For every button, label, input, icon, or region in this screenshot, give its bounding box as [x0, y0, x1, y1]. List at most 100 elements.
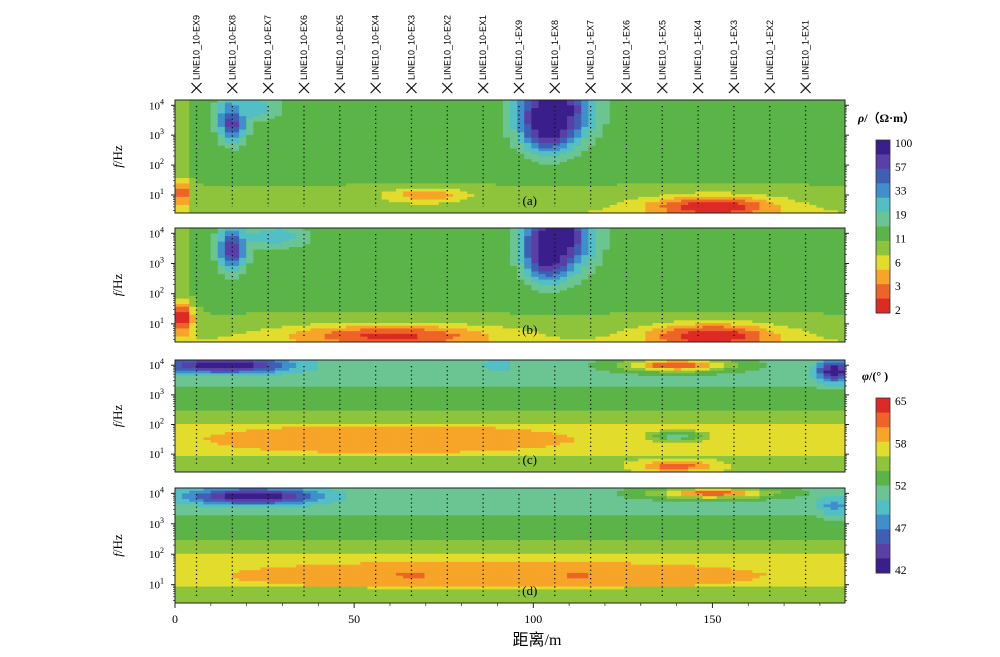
colorbar-tick-label: 2 [895, 305, 901, 317]
station-label: LINE10_10-EX1 [478, 15, 488, 80]
colorbar-swatch [876, 500, 890, 515]
colorbar-tick-label: 100 [895, 138, 913, 150]
station-label: LINE10_1-EX9 [514, 20, 524, 80]
y-tick-label: 104 [149, 485, 164, 500]
colorbar-tick-label: 19 [895, 210, 907, 222]
colorbar-swatch [876, 515, 890, 530]
contour-fill [175, 488, 846, 604]
colorbar-swatch [876, 558, 890, 573]
y-tick-label: 104 [149, 97, 164, 112]
station-label: LINE10_10-EX9 [191, 15, 201, 80]
resistivity-colorbar: ρ/（Ω·m） 100 57 33 19 11 6 3 2 [857, 110, 915, 317]
contour-fill [175, 228, 846, 343]
station-marker: LINE10_10-EX9 [191, 15, 201, 93]
station-label: LINE10_10-EX4 [371, 15, 381, 80]
colorbar-swatch [876, 398, 890, 413]
colorbar-swatch [876, 284, 890, 299]
contour-fill [175, 100, 846, 214]
y-tick-label: 104 [149, 225, 164, 240]
station-label: LINE10_1-EX4 [693, 20, 703, 80]
colorbar-swatch [876, 456, 890, 471]
station-marker: LINE10_1-EX5 [657, 20, 667, 93]
station-marker: LINE10_10-EX6 [299, 15, 309, 93]
station-marker: LINE10_1-EX4 [693, 20, 703, 93]
colorbar-swatch [876, 413, 890, 428]
x-tick-label: 0 [172, 612, 178, 626]
y-tick-label: 103 [149, 516, 164, 531]
station-label: LINE10_10-EX5 [335, 15, 345, 80]
y-tick-label: 101 [149, 316, 164, 331]
y-axis-label: f/Hz [110, 274, 125, 297]
colorbar-tick-label: 42 [895, 565, 907, 577]
y-tick-label: 102 [149, 546, 164, 561]
y-tick-label: 101 [149, 577, 164, 592]
colorbar-swatch [876, 486, 890, 501]
station-label: LINE10_10-EX6 [299, 15, 309, 80]
colorbar-swatch [876, 169, 890, 184]
colorbar-tick-label: 33 [895, 186, 907, 198]
colorbar-title: ρ/（Ω·m） [857, 110, 915, 125]
y-tick-label: 102 [149, 157, 164, 172]
station-marker: LINE10_10-EX2 [442, 15, 452, 93]
station-label: LINE10_1-EX7 [586, 20, 596, 80]
panel-label: (d) [522, 583, 537, 598]
y-axis-label: f/Hz [110, 534, 125, 557]
colorbar-swatch [876, 227, 890, 242]
y-tick-label: 101 [149, 187, 164, 202]
station-marker: LINE10_10-EX1 [478, 15, 488, 93]
station-label: LINE10_10-EX3 [406, 15, 416, 80]
station-marker: LINE10_1-EX1 [801, 20, 811, 93]
y-tick-label: 102 [149, 417, 164, 432]
panel-label: (c) [522, 452, 536, 467]
x-tick-label: 150 [703, 612, 721, 626]
colorbar-tick-label: 6 [895, 257, 901, 269]
panels: 101102103104f/Hz(a)101102103104f/Hz(b)10… [110, 97, 849, 603]
colorbar-swatch [876, 299, 890, 314]
colorbar-title: φ/(° ) [862, 369, 888, 383]
station-header: LINE10_10-EX9 LINE10_10-EX8 LINE10_10-EX7 L… [191, 15, 810, 93]
section-panel: 101 102 103 104 f/Hz (b) [110, 225, 849, 342]
colorbar-swatch [876, 241, 890, 256]
y-tick-label: 103 [149, 255, 164, 270]
y-tick-label: 101 [149, 446, 164, 461]
colorbar-swatch [876, 198, 890, 213]
colorbar-swatch [876, 212, 890, 227]
station-label: LINE10_1-EX5 [657, 20, 667, 80]
colorbar-tick-label: 57 [895, 162, 907, 174]
station-label: LINE10_1-EX6 [621, 20, 631, 80]
station-marker: LINE10_10-EX3 [406, 15, 416, 93]
station-label: LINE10_10-EX2 [442, 15, 452, 80]
colorbar-swatch [876, 471, 890, 486]
station-marker: LINE10_10-EX4 [371, 15, 381, 93]
station-marker: LINE10_10-EX5 [335, 15, 345, 93]
x-tick-label: 100 [524, 612, 542, 626]
colorbar-tick-label: 3 [895, 281, 901, 293]
colorbar-swatch [876, 183, 890, 198]
colorbar-tick-label: 11 [895, 233, 906, 245]
colorbar-swatch [876, 442, 890, 457]
colorbar-tick-label: 65 [895, 396, 907, 408]
section-panel: 101 102 103 104 f/Hz (d) [110, 485, 849, 603]
station-marker: LINE10_1-EX9 [514, 20, 524, 93]
station-label: LINE10_10-EX8 [227, 15, 237, 80]
station-label: LINE10_1-EX3 [729, 20, 739, 80]
panel-label: (a) [522, 193, 536, 208]
station-marker: LINE10_10-EX7 [263, 15, 273, 93]
colorbar-swatch [876, 140, 890, 155]
station-marker: LINE10_1-EX3 [729, 20, 739, 93]
panel-label: (b) [522, 322, 537, 337]
colorbar-tick-label: 52 [895, 481, 907, 493]
y-axis-label: f/Hz [110, 405, 125, 428]
colorbar-swatch [876, 270, 890, 285]
station-label: LINE10_1-EX2 [765, 20, 775, 80]
y-axis-label: f/Hz [110, 145, 125, 168]
y-tick-label: 102 [149, 286, 164, 301]
station-marker: LINE10_1-EX6 [621, 20, 631, 93]
station-marker: LINE10_1-EX8 [550, 20, 560, 93]
